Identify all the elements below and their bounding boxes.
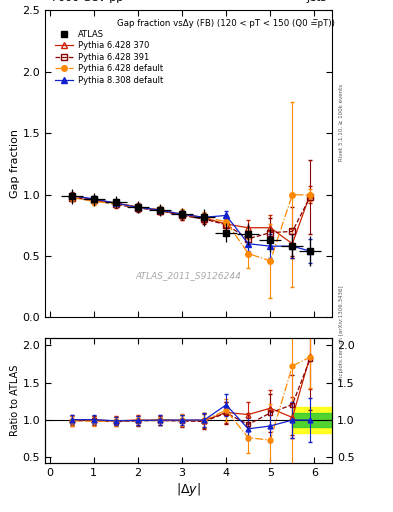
Legend: ATLAS, Pythia 6.428 370, Pythia 6.428 391, Pythia 6.428 default, Pythia 8.308 de: ATLAS, Pythia 6.428 370, Pythia 6.428 39… xyxy=(55,30,163,85)
X-axis label: $|\Delta y|$: $|\Delta y|$ xyxy=(176,481,201,498)
Y-axis label: Gap fraction: Gap fraction xyxy=(10,130,20,198)
Text: mcplots.cern.ch [arXiv:1306.3436]: mcplots.cern.ch [arXiv:1306.3436] xyxy=(339,285,344,380)
Text: ATLAS_2011_S9126244: ATLAS_2011_S9126244 xyxy=(136,271,242,281)
Y-axis label: Ratio to ATLAS: Ratio to ATLAS xyxy=(10,365,20,436)
Bar xyxy=(292,413,332,427)
Text: Rivet 3.1.10, ≥ 100k events: Rivet 3.1.10, ≥ 100k events xyxy=(339,84,344,161)
Bar xyxy=(292,408,332,433)
Text: 7000 GeV pp: 7000 GeV pp xyxy=(51,0,123,3)
Text: Gap fraction vsΔy (FB) (120 < pT < 150 (Q0 =̅pT)): Gap fraction vsΔy (FB) (120 < pT < 150 (… xyxy=(117,19,335,29)
Text: Jets: Jets xyxy=(306,0,326,3)
